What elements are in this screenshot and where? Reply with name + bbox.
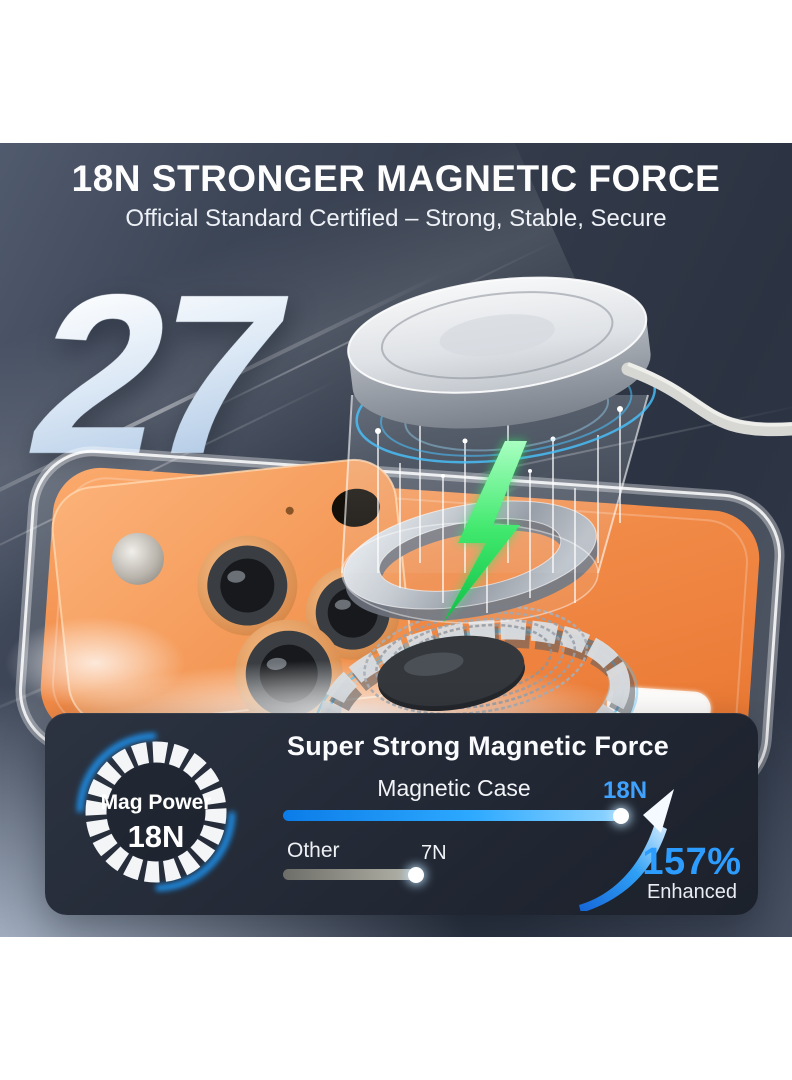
mag-power-badge: Mag Power 18N (71, 727, 241, 897)
hero-title: 18N STRONGER MAGNETIC FORCE (71, 158, 721, 199)
bar-magnetic-case (283, 807, 629, 824)
bar-end-dot (613, 807, 629, 824)
coil-center (377, 635, 525, 707)
corner-glow (5, 617, 185, 709)
coil-center-depth (378, 640, 525, 712)
small-lens (111, 532, 164, 585)
hero-subtitle: Official Standard Certified – Strong, St… (125, 205, 667, 232)
percent-enhanced: 157% (642, 841, 742, 883)
camera-lens (305, 565, 400, 660)
bar-end-dot (408, 866, 424, 883)
card-title: Super Strong Magnetic Force (287, 731, 669, 761)
bottom-white-band (0, 937, 792, 1080)
bar-value-other: 7N (421, 842, 447, 864)
motion-streak (0, 470, 556, 723)
badge-label: Mag Power (100, 791, 212, 814)
motion-streak (433, 403, 792, 485)
badge-value: 18N (127, 819, 185, 854)
top-white-band (0, 0, 792, 143)
bar-other (283, 866, 424, 883)
percent-caption: Enhanced (646, 881, 738, 903)
wattage-label: 27W (14, 261, 501, 489)
growth-arrow-icon (579, 789, 674, 911)
magnet-ring (343, 500, 599, 621)
hero-scene: 18N STRONGER MAGNETIC FORCE Official Sta… (0, 143, 792, 937)
stats-card: Mag Power 18N Super Strong Magnetic Forc… (45, 713, 758, 915)
camera-lens (197, 535, 298, 636)
bar-label-other: Other (287, 839, 340, 862)
charger-cable (621, 362, 792, 437)
mic-dot (285, 506, 294, 515)
